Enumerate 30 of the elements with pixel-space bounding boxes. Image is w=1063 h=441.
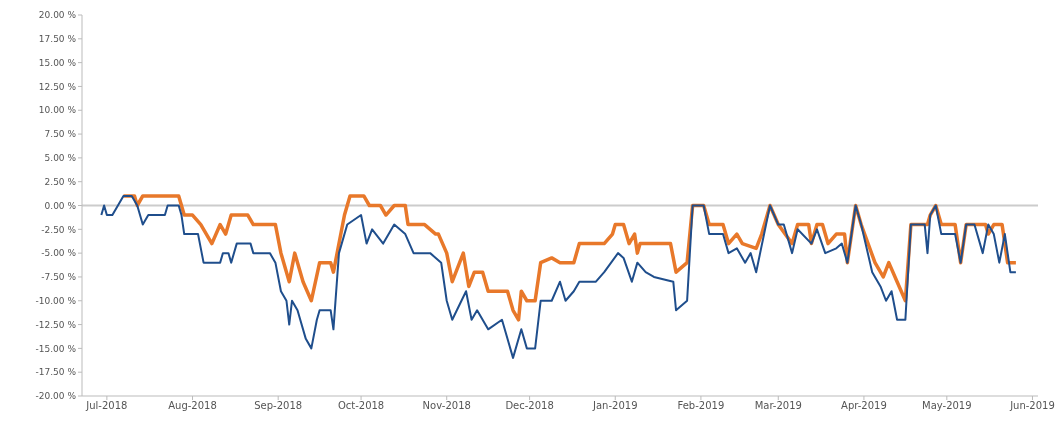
y-tick-label: -7.50 % bbox=[41, 272, 77, 283]
y-tick-label: 20.00 % bbox=[38, 10, 77, 21]
x-tick-label: May-2019 bbox=[922, 400, 972, 412]
x-tick-label: Mar-2019 bbox=[754, 400, 802, 412]
y-tick-label: 10.00 % bbox=[38, 105, 77, 116]
y-tick-label: -20.00 % bbox=[35, 391, 77, 402]
y-tick-label: -17.50 % bbox=[35, 367, 77, 378]
x-tick-label: Aug-2018 bbox=[168, 400, 217, 412]
y-tick-label: -12.50 % bbox=[35, 319, 77, 330]
x-tick-label: Jan-2019 bbox=[592, 400, 638, 412]
x-tick-label: Nov-2018 bbox=[422, 400, 471, 412]
y-tick-label: 15.00 % bbox=[38, 57, 77, 68]
y-tick-label: 7.50 % bbox=[44, 129, 77, 140]
x-tick-label: Feb-2019 bbox=[677, 400, 725, 412]
x-tick-label: Sep-2018 bbox=[254, 400, 303, 412]
y-tick-label: 17.50 % bbox=[38, 34, 77, 45]
line-series bbox=[100, 194, 1017, 359]
x-tick-label: Dec-2018 bbox=[505, 400, 554, 412]
y-tick-label: 12.50 % bbox=[38, 81, 77, 92]
x-tick-label: Jul-2018 bbox=[85, 400, 128, 412]
y-tick-label: 0.00 % bbox=[44, 200, 77, 211]
y-tick-label: -5.00 % bbox=[41, 248, 77, 259]
y-tick-label: -10.00 % bbox=[35, 295, 77, 306]
x-tick-label: Jun-2019 bbox=[1009, 400, 1055, 412]
y-tick-label: 2.50 % bbox=[44, 176, 77, 187]
y-tick-label: -2.50 % bbox=[41, 224, 77, 235]
x-tick-label: Oct-2018 bbox=[337, 400, 385, 412]
x-tick-label: Apr-2019 bbox=[841, 400, 887, 412]
y-tick-label: -15.00 % bbox=[35, 343, 77, 354]
y-tick-label: 5.00 % bbox=[44, 153, 77, 164]
